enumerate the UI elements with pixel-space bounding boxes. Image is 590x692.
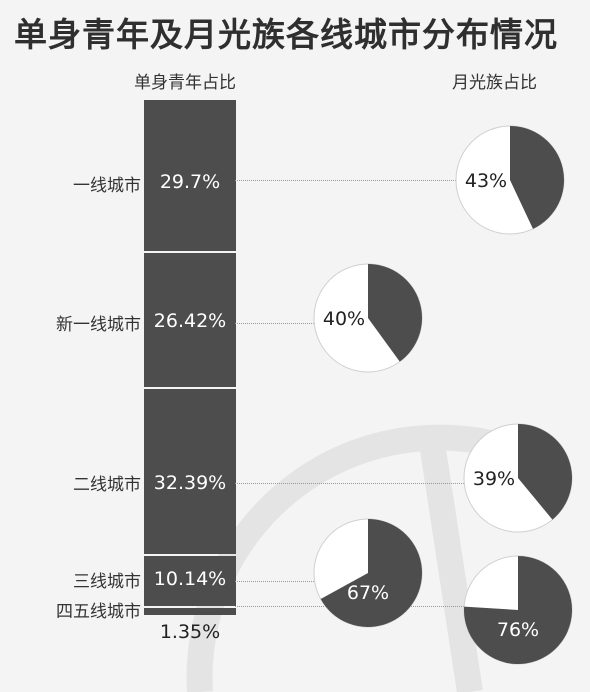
bar-value-label: 29.7% bbox=[159, 171, 221, 193]
bar-value-label: 26.42% bbox=[153, 310, 227, 332]
pie-value-label: 40% bbox=[323, 308, 365, 330]
bar-column-label: 单身青年占比 bbox=[134, 73, 236, 93]
pie-slice bbox=[368, 264, 422, 362]
category-label: 四五线城市 bbox=[56, 602, 141, 622]
pie-value-label: 67% bbox=[347, 582, 389, 604]
pie-slice bbox=[320, 519, 422, 627]
bar-segment bbox=[144, 389, 236, 554]
bar-segment bbox=[144, 253, 236, 387]
bar-segment bbox=[144, 556, 236, 606]
connector-line bbox=[235, 323, 314, 324]
chart-title: 单身青年及月光族各线城市分布情况 bbox=[14, 15, 558, 54]
category-label: 三线城市 bbox=[73, 572, 141, 592]
bar-value-label: 10.14% bbox=[153, 568, 227, 590]
category-label: 二线城市 bbox=[73, 475, 141, 495]
bar-segment bbox=[144, 608, 236, 615]
connector-line bbox=[235, 483, 464, 484]
bar-segment bbox=[144, 100, 236, 251]
connector-line bbox=[235, 180, 458, 181]
category-label: 新一线城市 bbox=[56, 315, 141, 335]
category-label: 一线城市 bbox=[73, 176, 141, 196]
pie-value-label: 76% bbox=[497, 619, 539, 641]
pie-slice bbox=[464, 556, 572, 664]
pie-value-label: 43% bbox=[465, 170, 507, 192]
connector-line bbox=[235, 581, 314, 582]
bar-value-label: 32.39% bbox=[153, 472, 227, 494]
pie-slice bbox=[518, 424, 573, 520]
pie-value-label: 39% bbox=[473, 468, 515, 490]
pie-column-label: 月光族占比 bbox=[452, 73, 537, 93]
bar-value-label: 1.35% bbox=[159, 621, 221, 643]
pie-slice bbox=[510, 126, 564, 229]
